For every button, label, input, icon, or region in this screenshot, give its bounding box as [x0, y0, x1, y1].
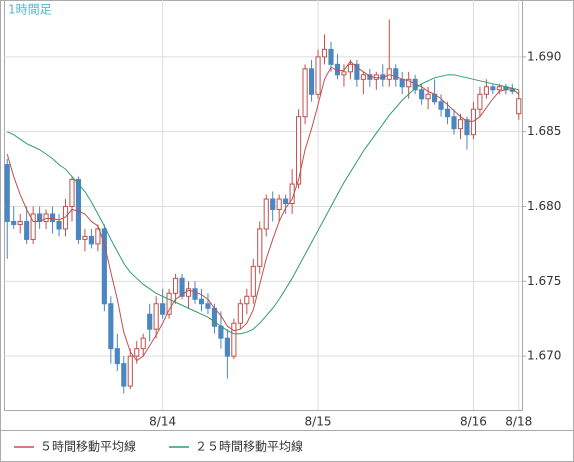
candle-body	[257, 228, 263, 267]
candle-body	[69, 179, 75, 207]
candle-body	[516, 98, 522, 115]
candle-body	[101, 228, 107, 305]
candle-body	[95, 228, 101, 245]
candle-body	[205, 303, 211, 309]
candle-body	[341, 71, 347, 76]
candle-body	[250, 265, 256, 297]
candle-body	[477, 93, 483, 110]
candle-body	[308, 68, 315, 95]
y-tick-label: 1.675	[527, 274, 561, 288]
candle-body	[173, 277, 179, 294]
candle-body	[134, 348, 140, 357]
candle-body	[231, 322, 237, 357]
candle-body	[490, 86, 496, 91]
candle-body	[483, 86, 489, 95]
candle-body	[496, 86, 502, 91]
candle-body	[296, 116, 302, 185]
candle-body	[244, 295, 250, 305]
candle-body	[347, 63, 353, 73]
candle-body	[11, 220, 17, 225]
candle-body	[211, 307, 218, 327]
candle-body	[406, 78, 412, 88]
moving-average-line	[6, 60, 520, 362]
candle-body	[360, 74, 366, 80]
candle-body	[166, 292, 172, 315]
candle-body	[30, 213, 36, 240]
candle-body	[276, 198, 282, 210]
chart-title: 1時間足	[8, 3, 52, 17]
candle-body	[198, 298, 205, 305]
plot-frame	[4, 0, 523, 411]
candle-body	[75, 179, 82, 240]
x-tick-label: 8/16	[460, 415, 487, 429]
candle-body	[224, 337, 230, 357]
candle-body	[108, 303, 114, 350]
candle-body	[315, 56, 321, 95]
candle-body	[24, 220, 30, 240]
candle-body	[283, 198, 289, 205]
candle-body	[140, 337, 146, 350]
candle-body	[179, 277, 185, 297]
candle-body	[114, 348, 120, 365]
candle-body	[49, 213, 56, 222]
legend-label: ５時間移動平均線	[40, 439, 136, 454]
candle-body	[425, 93, 431, 100]
candle-body	[4, 164, 10, 222]
candle-body	[88, 235, 94, 245]
candle-body	[457, 119, 464, 130]
candle-body	[192, 288, 198, 300]
candle-body	[438, 101, 444, 110]
candle-body	[399, 78, 405, 88]
candle-body	[17, 220, 23, 225]
x-tick-label: 8/15	[305, 415, 332, 429]
candle-body	[444, 108, 451, 118]
candle-body	[419, 89, 425, 100]
y-tick-label: 1.670	[527, 349, 561, 363]
candle-body	[321, 48, 328, 58]
candle-body	[56, 220, 62, 230]
candle-body	[218, 325, 224, 339]
candle-body	[160, 303, 166, 315]
candle-body	[127, 355, 133, 387]
candle-body	[153, 303, 159, 330]
y-tick-label: 1.690	[527, 49, 561, 63]
marks	[4, 19, 522, 394]
moving-average-line	[7, 74, 519, 335]
candle-body	[121, 363, 127, 387]
candle-body	[270, 198, 276, 210]
candle-body	[82, 235, 88, 240]
y-tick-label: 1.680	[527, 199, 561, 213]
x-tick-label: 8/18	[505, 415, 532, 429]
candle-body	[464, 119, 470, 136]
candle-body	[302, 68, 308, 118]
candle-body	[263, 198, 269, 230]
y-tick-label: 1.685	[527, 124, 561, 138]
candle-body	[386, 68, 392, 80]
candle-body	[237, 303, 243, 324]
candle-body	[451, 116, 457, 130]
candle-body	[393, 68, 399, 80]
x-tick-label: 8/14	[149, 415, 176, 429]
candle-body	[43, 213, 49, 222]
candle-body	[354, 63, 360, 80]
candle-body	[470, 108, 477, 136]
candle-body	[185, 288, 192, 297]
candle-body	[147, 313, 153, 330]
legend-label: ２５時間移動平均線	[195, 439, 303, 454]
candle-body	[328, 48, 334, 65]
